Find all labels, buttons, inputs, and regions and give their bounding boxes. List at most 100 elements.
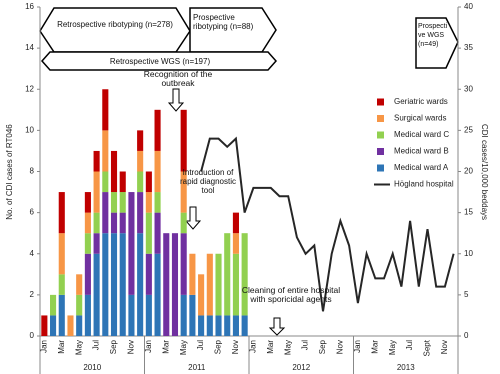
x-tick-label: Mar xyxy=(161,340,170,354)
bar-segment xyxy=(189,294,196,336)
y2-tick-label: 5 xyxy=(464,290,469,299)
legend-swatch xyxy=(377,164,384,172)
x-tick-label: Nov xyxy=(440,340,449,354)
y2-tick-label: 0 xyxy=(464,331,469,340)
bar-segment xyxy=(102,171,109,193)
bar-segment xyxy=(137,192,144,234)
y2-axis-label: CDI cases/10,000 beddays xyxy=(480,124,489,220)
bar-segment xyxy=(137,130,144,151)
legend-label: Medical ward C xyxy=(394,130,449,139)
legend-label: Geriatric wards xyxy=(394,97,448,106)
bar-segment xyxy=(93,212,100,234)
timeline-arrow xyxy=(189,7,277,53)
bar-segment xyxy=(215,315,222,336)
bar-segment xyxy=(102,233,109,336)
y-tick-label: 16 xyxy=(25,2,34,11)
y-tick-label: 6 xyxy=(30,208,35,217)
bar-segment xyxy=(84,294,91,336)
bar-segment xyxy=(232,315,239,336)
y2-tick-label: 10 xyxy=(464,249,473,258)
bar-segment xyxy=(154,109,161,151)
bar-segment xyxy=(232,253,239,316)
bar-segment xyxy=(84,192,91,213)
y-tick-label: 4 xyxy=(30,249,35,258)
annotation: Recognition of the outbreak xyxy=(143,69,213,88)
bar-segment xyxy=(145,212,152,254)
bar-segment xyxy=(102,192,109,234)
bar-segment xyxy=(224,233,231,316)
bar-segment xyxy=(198,315,205,336)
y-axis-label: No. of CDI cases of RT046 xyxy=(5,124,14,220)
x-tick-label: Mar xyxy=(266,340,275,354)
bar-segment xyxy=(154,212,161,254)
bar-segment xyxy=(180,171,187,213)
bar-segment xyxy=(58,294,65,336)
bar-segment xyxy=(84,253,91,295)
legend-label: Surgical wards xyxy=(394,114,446,123)
y-tick-label: 0 xyxy=(30,331,35,340)
bar-segment xyxy=(145,253,152,295)
bar-segment xyxy=(232,233,239,254)
bar-segment xyxy=(154,253,161,336)
y-tick-label: 14 xyxy=(25,43,34,52)
x-tick-label: Jan xyxy=(144,340,153,353)
y2-tick-label: 35 xyxy=(464,43,473,52)
bar-segment xyxy=(137,233,144,336)
x-tick-label: Mar xyxy=(370,340,379,354)
y2-tick-label: 25 xyxy=(464,125,473,134)
timeline-arrow xyxy=(40,51,278,71)
bar-segment xyxy=(137,171,144,193)
bar-segment xyxy=(58,274,65,295)
bar-segment xyxy=(110,233,118,336)
line-series xyxy=(200,136,455,312)
bar-segment xyxy=(84,212,91,234)
bar-segment xyxy=(110,192,118,213)
x-tick-label: May xyxy=(179,340,188,355)
bar-segment xyxy=(58,192,65,234)
x-tick-label: Sep xyxy=(214,339,223,354)
annotation: Prospective WGS (n=49) xyxy=(418,23,448,48)
bar-segment xyxy=(180,109,187,172)
event-arrow xyxy=(184,206,202,230)
annotation: Retrospective WGS (n=197) xyxy=(109,57,211,66)
bar-segment xyxy=(180,233,187,295)
bar-segment xyxy=(189,253,196,295)
bar-segment xyxy=(50,315,57,336)
bar-segment xyxy=(180,212,187,234)
bar-segment xyxy=(206,315,213,336)
bar-segment xyxy=(76,274,83,295)
timeline-arrow xyxy=(39,7,191,53)
bar-segment xyxy=(41,315,48,336)
bar-segment xyxy=(171,233,179,336)
y-tick-label: 10 xyxy=(25,125,34,134)
bar-segment xyxy=(84,233,91,254)
x-group-label: 2012 xyxy=(292,363,310,372)
x-tick-label: Nov xyxy=(231,340,240,354)
bar-segment xyxy=(102,89,109,131)
bar-segment xyxy=(241,233,248,316)
bar-segment xyxy=(145,294,152,336)
y2-tick-label: 30 xyxy=(464,84,473,93)
x-tick-label: Jan xyxy=(248,340,257,353)
bar-segment xyxy=(93,253,100,336)
bar-segment xyxy=(119,192,126,213)
bar-segment xyxy=(145,171,152,193)
x-tick-label: Nov xyxy=(336,340,345,354)
bar-segment xyxy=(67,315,74,336)
event-arrow xyxy=(167,88,185,112)
bar-segment xyxy=(110,150,118,193)
bar-segment xyxy=(93,233,100,254)
event-arrow xyxy=(268,317,286,336)
legend-swatch xyxy=(377,131,384,139)
x-tick-label: Nov xyxy=(127,340,136,354)
bar-segment xyxy=(128,294,135,336)
x-tick-label: Sep xyxy=(109,339,118,354)
x-tick-label: Mar xyxy=(57,340,66,354)
legend-label: Medical ward B xyxy=(394,147,449,156)
bar-segment xyxy=(119,212,126,234)
x-tick-label: May xyxy=(388,340,397,355)
legend-swatch xyxy=(377,148,384,155)
bar-segment xyxy=(154,192,161,213)
y-tick-label: 2 xyxy=(30,290,35,299)
